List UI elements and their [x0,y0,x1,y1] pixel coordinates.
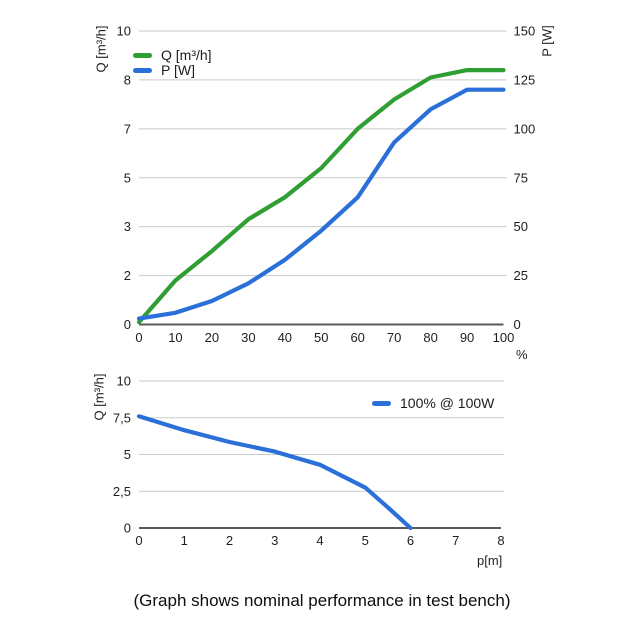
x-tick-label: 90 [460,330,474,345]
pump-curve-swatch-icon [372,401,391,406]
legend-item-100pct: 100% @ 100W [372,396,494,411]
x-tick-label: 8 [497,533,504,548]
x-tick-label: 6 [407,533,414,548]
top-chart-x-unit-label: % [516,347,528,362]
x-tick-label: 4 [316,533,323,548]
y-left-tick-label: 2,5 [113,484,131,499]
x-tick-label: 5 [362,533,369,548]
y-left-tick-label: 10 [117,24,131,39]
y-left-tick-label: 5 [124,170,131,185]
series-line [136,414,413,531]
bottom-chart-x-axis-label: p[m] [477,553,503,568]
legend-label-100pct: 100% @ 100W [400,395,495,411]
caption: (Graph shows nominal performance in test… [133,591,511,610]
x-tick-label: 7 [452,533,459,548]
bottom-chart-y-axis-label: Q [m³/h] [91,373,107,421]
top-chart-y-right-axis-label: P [W] [539,25,555,57]
x-tick-label: 10 [168,330,182,345]
x-tick-label: 0 [135,533,142,548]
top-chart-legend: Q [m³/h] P [W] [133,48,212,78]
y-left-tick-label: 0 [124,521,131,536]
x-tick-label: 2 [226,533,233,548]
y-right-tick-label: 25 [514,268,528,283]
y-left-tick-label: 7 [124,121,131,136]
y-right-tick-label: 50 [514,219,528,234]
y-left-tick-label: 2 [124,268,131,283]
y-right-tick-label: 75 [514,170,528,185]
x-tick-label: 100 [493,330,515,345]
y-left-tick-label: 7,5 [113,410,131,425]
y-left-tick-label: 8 [124,72,131,87]
y-left-tick-label: 3 [124,219,131,234]
x-tick-label: 20 [205,330,219,345]
x-tick-label: 30 [241,330,255,345]
y-right-tick-label: 150 [514,24,536,39]
x-tick-label: 80 [423,330,437,345]
y-left-tick-label: 0 [124,317,131,332]
bottom-chart-legend: 100% @ 100W [372,396,494,411]
y-right-tick-label: 125 [514,72,536,87]
x-tick-label: 40 [278,330,292,345]
p-series-swatch-icon [133,68,152,73]
q-series-swatch-icon [133,53,152,58]
x-tick-label: 60 [350,330,364,345]
series-line [136,87,506,321]
y-left-tick-label: 5 [124,447,131,462]
y-right-tick-label: 0 [514,317,521,332]
x-tick-label: 50 [314,330,328,345]
legend-item-p: P [W] [133,63,212,78]
y-left-tick-label: 10 [117,374,131,389]
legend-item-q: Q [m³/h] [133,48,212,63]
x-tick-label: 3 [271,533,278,548]
legend-label-q: Q [m³/h] [161,47,212,63]
top-chart-y-left-axis-label: Q [m³/h] [93,25,109,73]
legend-label-p: P [W] [161,62,195,78]
x-tick-label: 70 [387,330,401,345]
x-tick-label: 0 [135,330,142,345]
series-line [136,67,506,325]
x-tick-label: 1 [181,533,188,548]
y-right-tick-label: 100 [514,121,536,136]
